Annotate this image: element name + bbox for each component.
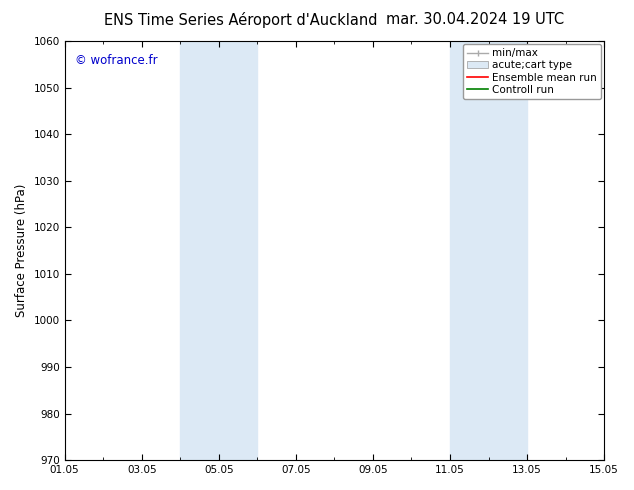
Bar <box>180 41 257 460</box>
Y-axis label: Surface Pressure (hPa): Surface Pressure (hPa) <box>15 184 28 318</box>
Text: © wofrance.fr: © wofrance.fr <box>75 53 158 67</box>
Bar <box>450 41 527 460</box>
Text: ENS Time Series Aéroport d'Auckland: ENS Time Series Aéroport d'Auckland <box>104 12 378 28</box>
Legend: min/max, acute;cart type, Ensemble mean run, Controll run: min/max, acute;cart type, Ensemble mean … <box>463 44 601 99</box>
Text: mar. 30.04.2024 19 UTC: mar. 30.04.2024 19 UTC <box>387 12 564 27</box>
